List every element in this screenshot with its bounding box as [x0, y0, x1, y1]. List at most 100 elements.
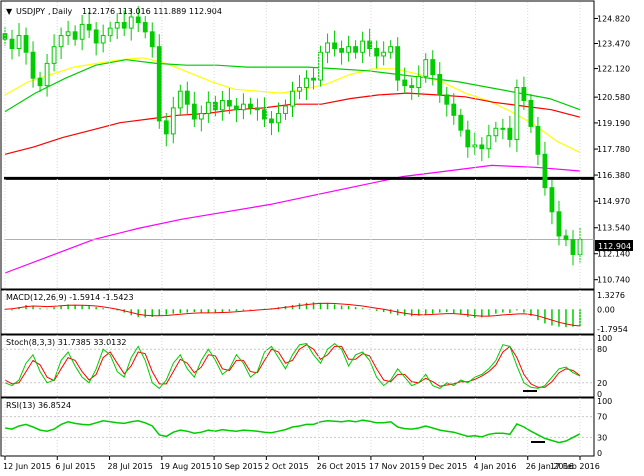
candle-body	[542, 153, 548, 189]
rsi-panel: 100 70 30 0 RSI(13) 36.8524	[0, 397, 612, 458]
candle-body	[416, 75, 422, 88]
candle-body	[135, 16, 141, 24]
candle-body	[276, 112, 281, 124]
x-tick-label: 2 Oct 2015	[264, 462, 308, 471]
candle-body	[458, 114, 464, 131]
candle-body	[212, 101, 218, 111]
candle-body	[332, 42, 337, 50]
stoch-ytick-label: 20	[597, 379, 607, 388]
candle-body	[248, 103, 253, 109]
macd-ytick-label: 1.3276	[597, 291, 625, 300]
candle-body	[93, 29, 99, 44]
candle-body	[563, 235, 569, 241]
candle-body	[311, 77, 316, 81]
current-price-tag	[595, 240, 633, 251]
svg-text:,: ,	[48, 7, 51, 16]
candle-body	[37, 77, 43, 87]
candle-body	[283, 105, 288, 114]
x-tick-label: 28 Jul 2015	[108, 462, 153, 471]
candle-body	[577, 239, 583, 255]
candle-body	[205, 101, 211, 114]
moving-average-line	[4, 164, 581, 274]
candle-body	[65, 31, 71, 37]
candle-body	[121, 22, 127, 29]
candle-body	[430, 59, 436, 75]
price-ytick-label: 124.820	[597, 14, 630, 23]
x-tick-label: 17 Nov 2015	[369, 462, 420, 471]
collapse-arrow-icon[interactable]: ▼	[6, 7, 13, 16]
candle-body	[521, 86, 527, 101]
candle-body	[23, 35, 29, 53]
candle-body	[444, 94, 450, 105]
candle-body	[493, 127, 499, 137]
x-tick-label: 17 Feb 2016	[550, 462, 600, 471]
candle-body	[100, 35, 106, 44]
candle-body	[149, 31, 155, 48]
x-tick-label: 10 Sep 2015	[212, 462, 263, 471]
candle-body	[184, 90, 190, 105]
candle-body	[233, 105, 239, 111]
candle-body	[423, 59, 429, 77]
candle-body	[79, 23, 85, 40]
macd-ytick-label: 0.00	[597, 305, 615, 314]
candle-body	[156, 46, 162, 122]
current-price-text: 112.904	[598, 242, 631, 251]
quote-label: 112.176 113.016 111.889 112.904	[82, 7, 222, 16]
stoch-ytick-label: 100	[597, 334, 612, 343]
candle-body	[226, 99, 232, 107]
candle-body	[465, 129, 471, 148]
price-ytick-label: 114.970	[597, 197, 630, 206]
stoch-label: Stoch(8,3,3) 31.7385 33.0132	[6, 338, 126, 347]
price-ytick-label: 113.540	[597, 224, 630, 233]
chart-header: ▼ USDJPY , Daily 112.176 113.016 111.889…	[6, 7, 222, 16]
candle-body	[163, 120, 169, 135]
candle-body	[374, 48, 380, 57]
stoch-ytick-label: 80	[597, 345, 607, 354]
candle-body	[360, 40, 366, 53]
candle-body	[367, 40, 373, 50]
price-ytick-label: 122.120	[597, 65, 630, 74]
candle-body	[437, 74, 443, 96]
candle-body	[353, 46, 359, 53]
timeframe-label: Daily	[52, 7, 73, 16]
candle-body	[381, 51, 387, 57]
x-tick-label: 9 Dec 2015	[421, 462, 467, 471]
macd-label: MACD(12,26,9) -1.5914 -1.5423	[6, 293, 134, 302]
candle-body	[304, 77, 309, 88]
candle-body	[318, 51, 323, 81]
candle-body	[51, 46, 57, 64]
candle-body	[528, 99, 534, 127]
price-ytick-label: 119.190	[597, 119, 630, 128]
candle-body	[402, 79, 408, 87]
x-tick-label: 26 Oct 2015	[317, 462, 366, 471]
macd-ytick-label: -1.7954	[597, 325, 628, 334]
candle-body	[191, 103, 197, 120]
rsi-ytick-label: 0	[597, 449, 602, 458]
candle-body	[570, 239, 576, 255]
x-axis: 12 Jun 2015 6 Jul 2015 28 Jul 2015 19 Aug 2…	[3, 2, 600, 471]
candle-body	[451, 103, 457, 116]
stoch-ytick-label: 0	[597, 390, 602, 399]
price-ytick-label: 110.740	[597, 276, 630, 285]
candle-body	[388, 46, 394, 53]
candle-body	[297, 86, 302, 92]
symbol-label: USDJPY	[16, 7, 45, 16]
rsi-label: RSI(13) 36.8524	[6, 401, 71, 410]
candle-body	[170, 107, 176, 135]
x-tick-label: 26 Jan 2016	[526, 462, 574, 471]
candle-body	[44, 62, 50, 87]
candle-body	[262, 109, 267, 120]
macd-signal-line	[4, 302, 581, 327]
rsi-ytick-label: 30	[597, 433, 607, 442]
candle-body	[58, 35, 64, 48]
candle-body	[500, 127, 506, 130]
candle-body	[128, 16, 134, 29]
candle-body	[507, 127, 513, 140]
x-tick-label: 6 Jul 2015	[55, 462, 95, 471]
candle-body	[198, 112, 204, 120]
candle-body	[107, 27, 113, 37]
rsi-line	[4, 419, 581, 444]
rsi-ytick-label: 100	[597, 397, 612, 406]
candle-body	[16, 35, 22, 50]
candle-body	[514, 86, 520, 140]
